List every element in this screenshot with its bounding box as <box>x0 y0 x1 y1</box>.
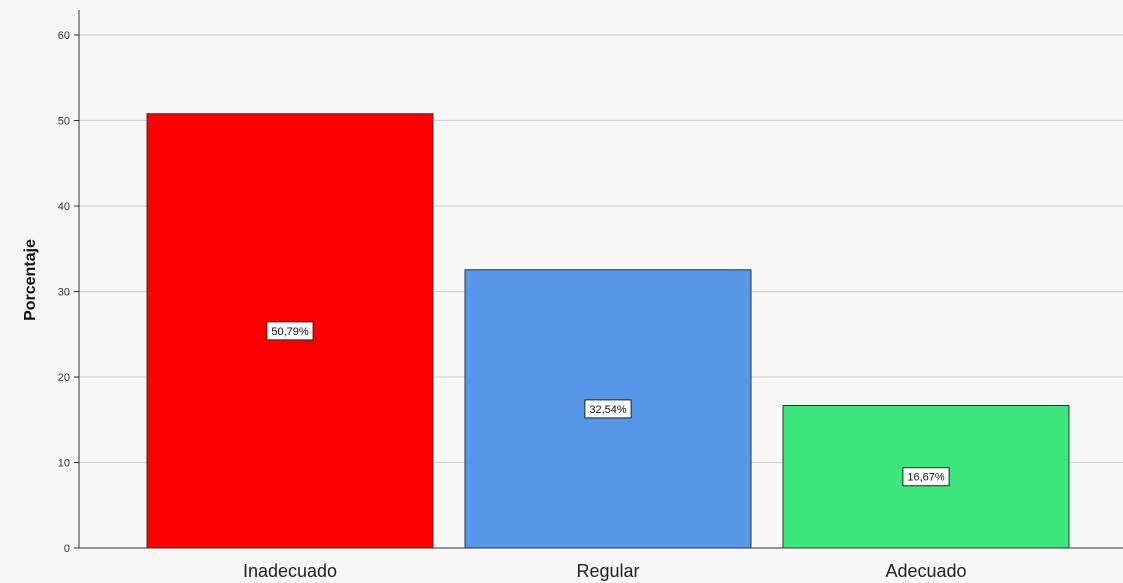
data-label: 50,79% <box>271 326 309 338</box>
y-axis-label: Porcentaje <box>22 239 39 321</box>
x-tick-labels: Inadecuado Regular Adecuado <box>243 561 967 581</box>
y-tick-label: 10 <box>58 458 70 470</box>
y-tick-label: 0 <box>64 543 70 555</box>
data-label-box <box>584 399 632 419</box>
x-tick-label: Adecuado <box>885 561 966 581</box>
y-tick-label: 50 <box>58 116 70 128</box>
data-labels: 50,79% 32,54% 16,67% <box>266 321 950 487</box>
y-tick-label: 40 <box>58 201 70 213</box>
data-label-box <box>902 467 950 487</box>
data-label: 16,67% <box>907 472 945 484</box>
x-tick-label: Regular <box>576 561 639 581</box>
axes <box>78 10 1123 549</box>
data-label: 32,54% <box>589 404 627 416</box>
y-tick-labels: 0 10 20 30 40 50 60 <box>58 30 79 555</box>
y-tick-label: 30 <box>58 287 70 299</box>
bar-inadecuado <box>146 113 434 549</box>
y-tick-label: 20 <box>58 372 70 384</box>
x-tick-label: Inadecuado <box>243 561 337 581</box>
data-label-box <box>266 321 314 341</box>
y-tick-label: 60 <box>58 30 70 42</box>
